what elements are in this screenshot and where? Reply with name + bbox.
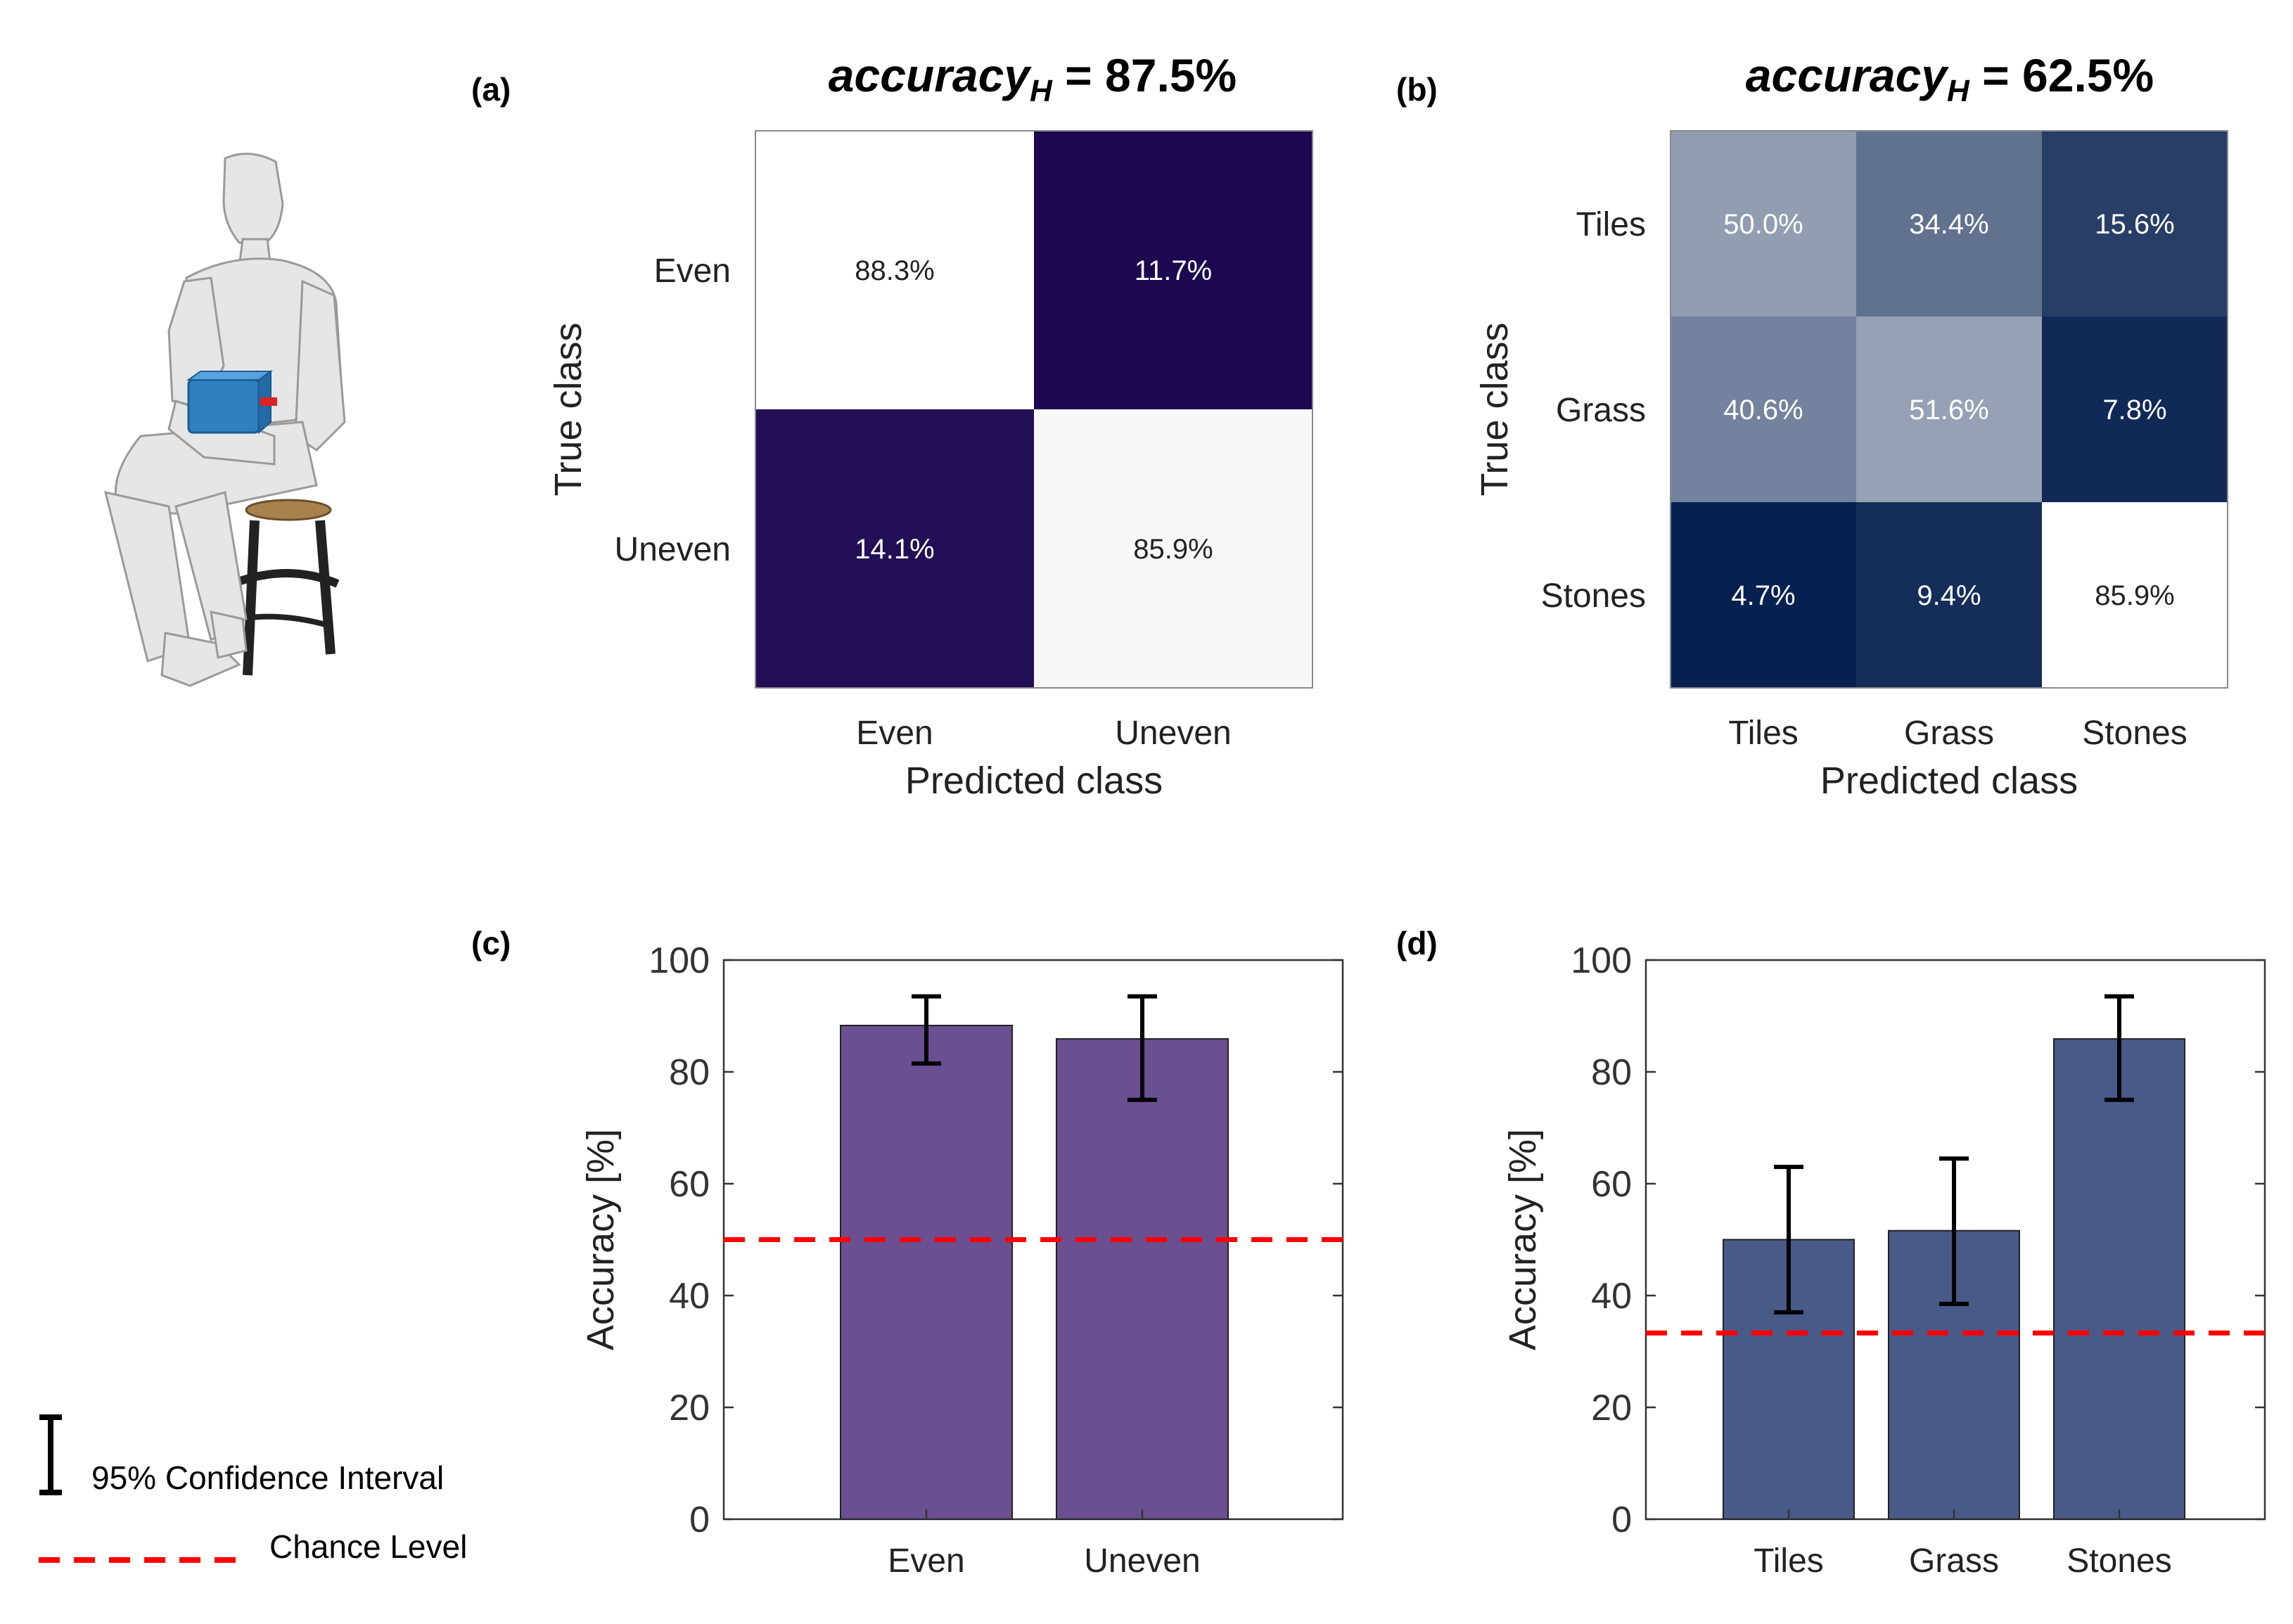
heatmap-cell <box>1034 409 1312 688</box>
heatmap-cell <box>2042 502 2228 688</box>
chart-a-title-main: accuracy <box>829 49 1033 101</box>
heatmap-frame <box>755 130 1313 689</box>
heatmap-cell <box>755 131 1034 409</box>
chart-a-title-sub: H <box>1030 74 1053 108</box>
panel-label-c: (c) <box>471 925 511 961</box>
column-tick-label: Even <box>856 715 933 752</box>
confusion-matrix-b: 50.0% 34.4% 15.6% 40.6% 51.6% 7.8% 4.7% 9.4% 85.… <box>1474 130 2228 802</box>
ci-legend-icon <box>39 1414 62 1495</box>
y-tick-label: 20 <box>669 1388 710 1428</box>
x-tick-label: Tiles <box>1754 1542 1824 1580</box>
heatmap-cell <box>1671 317 1856 502</box>
confusion-matrix-a: 88.3% 11.7% 14.1% 85.9% Even Even Uneven Uneven… <box>547 130 1313 802</box>
column-tick-label: Uneven <box>1115 715 1231 752</box>
y-tick-label: 40 <box>669 1276 710 1317</box>
row-tick-label: Tiles <box>1576 206 1646 243</box>
y-axis-label: Accuracy [%] <box>1502 1129 1544 1350</box>
accuracy-bar-chart-d: 0 20 40 60 80 100 Tiles Grass Stones Accuracy [%] <box>1502 940 2268 1580</box>
column-tick-label: Stones <box>2082 715 2187 752</box>
chance-legend-label: Chance Level <box>269 1528 467 1565</box>
cell-value-label: 34.4% <box>1909 209 1988 240</box>
cell-value-label: 85.9% <box>1133 534 1213 565</box>
cell-value-label: 85.9% <box>2095 580 2174 611</box>
legend: 95% Confidence Interval Chance Level <box>39 1414 467 1565</box>
x-axis-label: Predicted class <box>1820 760 2078 802</box>
bar <box>840 1025 1013 1520</box>
y-tick-label: 80 <box>1591 1052 1632 1093</box>
cell-value-label: 9.4% <box>1917 580 1981 611</box>
chart-b-title-sub: H <box>1947 74 1970 108</box>
y-tick-label: 100 <box>1571 940 1632 981</box>
heatmap-cell <box>2042 131 2228 317</box>
chart-a-title-value: = 87.5% <box>1052 49 1237 101</box>
cell-value-label: 51.6% <box>1909 395 1988 426</box>
heatmap-cell <box>2042 317 2228 502</box>
chart-a-title: accuracyH = 87.5% <box>829 49 1237 108</box>
heatmap-cell <box>1856 502 2042 688</box>
y-axis-label: True class <box>1474 322 1516 496</box>
heatmap-cell <box>1856 131 2042 317</box>
y-tick-label: 20 <box>1591 1388 1632 1428</box>
bar <box>2053 1038 2185 1520</box>
x-tick-label: Stones <box>2067 1542 2171 1580</box>
x-tick-label: Uneven <box>1084 1542 1200 1580</box>
y-axis-label: True class <box>547 322 589 496</box>
accuracy-bar-chart-c: 0 20 40 60 80 100 Even Uneven Accuracy [%] <box>580 940 1346 1580</box>
y-tick-label: 40 <box>1591 1276 1632 1317</box>
cell-value-label: 14.1% <box>855 534 934 565</box>
x-axis-label: Predicted class <box>905 760 1163 802</box>
cell-value-label: 50.0% <box>1723 209 1803 240</box>
row-tick-label: Grass <box>1556 392 1646 429</box>
y-tick-label: 0 <box>689 1500 710 1540</box>
row-tick-label: Uneven <box>615 531 731 568</box>
panel-label-d: (d) <box>1396 925 1438 961</box>
ci-legend-label: 95% Confidence Interval <box>91 1459 444 1496</box>
column-tick-label: Tiles <box>1728 715 1799 752</box>
heatmap-cell <box>1671 502 1856 688</box>
cell-value-label: 15.6% <box>2095 209 2174 240</box>
panel-label-b: (b) <box>1396 71 1438 108</box>
cell-value-label: 88.3% <box>855 255 934 286</box>
y-axis-label: Accuracy [%] <box>580 1129 622 1350</box>
y-tick-label: 100 <box>649 940 710 981</box>
chart-b-title: accuracyH = 62.5% <box>1746 49 2154 108</box>
cell-value-label: 7.8% <box>2102 395 2166 426</box>
x-tick-label: Even <box>888 1542 964 1580</box>
cell-value-label: 4.7% <box>1731 580 1795 611</box>
x-tick-label: Grass <box>1909 1542 1999 1580</box>
heatmap-cell <box>1034 131 1312 409</box>
y-tick-label: 60 <box>1591 1164 1632 1205</box>
cell-value-label: 40.6% <box>1723 395 1803 426</box>
row-tick-label: Even <box>654 252 731 290</box>
heatmap-frame <box>1670 130 2228 689</box>
row-tick-label: Stones <box>1541 577 1646 615</box>
chart-b-title-value: = 62.5% <box>1969 49 2154 101</box>
y-tick-label: 0 <box>1611 1500 1632 1540</box>
heatmap-cell <box>1671 131 1856 317</box>
plot-area <box>722 959 1344 1521</box>
heatmap-cell <box>755 409 1034 688</box>
cell-value-label: 11.7% <box>1135 255 1212 286</box>
bar <box>1056 1038 1229 1520</box>
chart-b-title-main: accuracy <box>1746 49 1950 101</box>
seated-person-with-sensor-box-icon <box>103 153 346 687</box>
y-tick-label: 80 <box>669 1052 710 1093</box>
panel-label-a: (a) <box>471 71 511 108</box>
y-tick-label: 60 <box>669 1164 710 1205</box>
heatmap-cell <box>1856 317 2042 502</box>
column-tick-label: Grass <box>1904 715 1994 752</box>
